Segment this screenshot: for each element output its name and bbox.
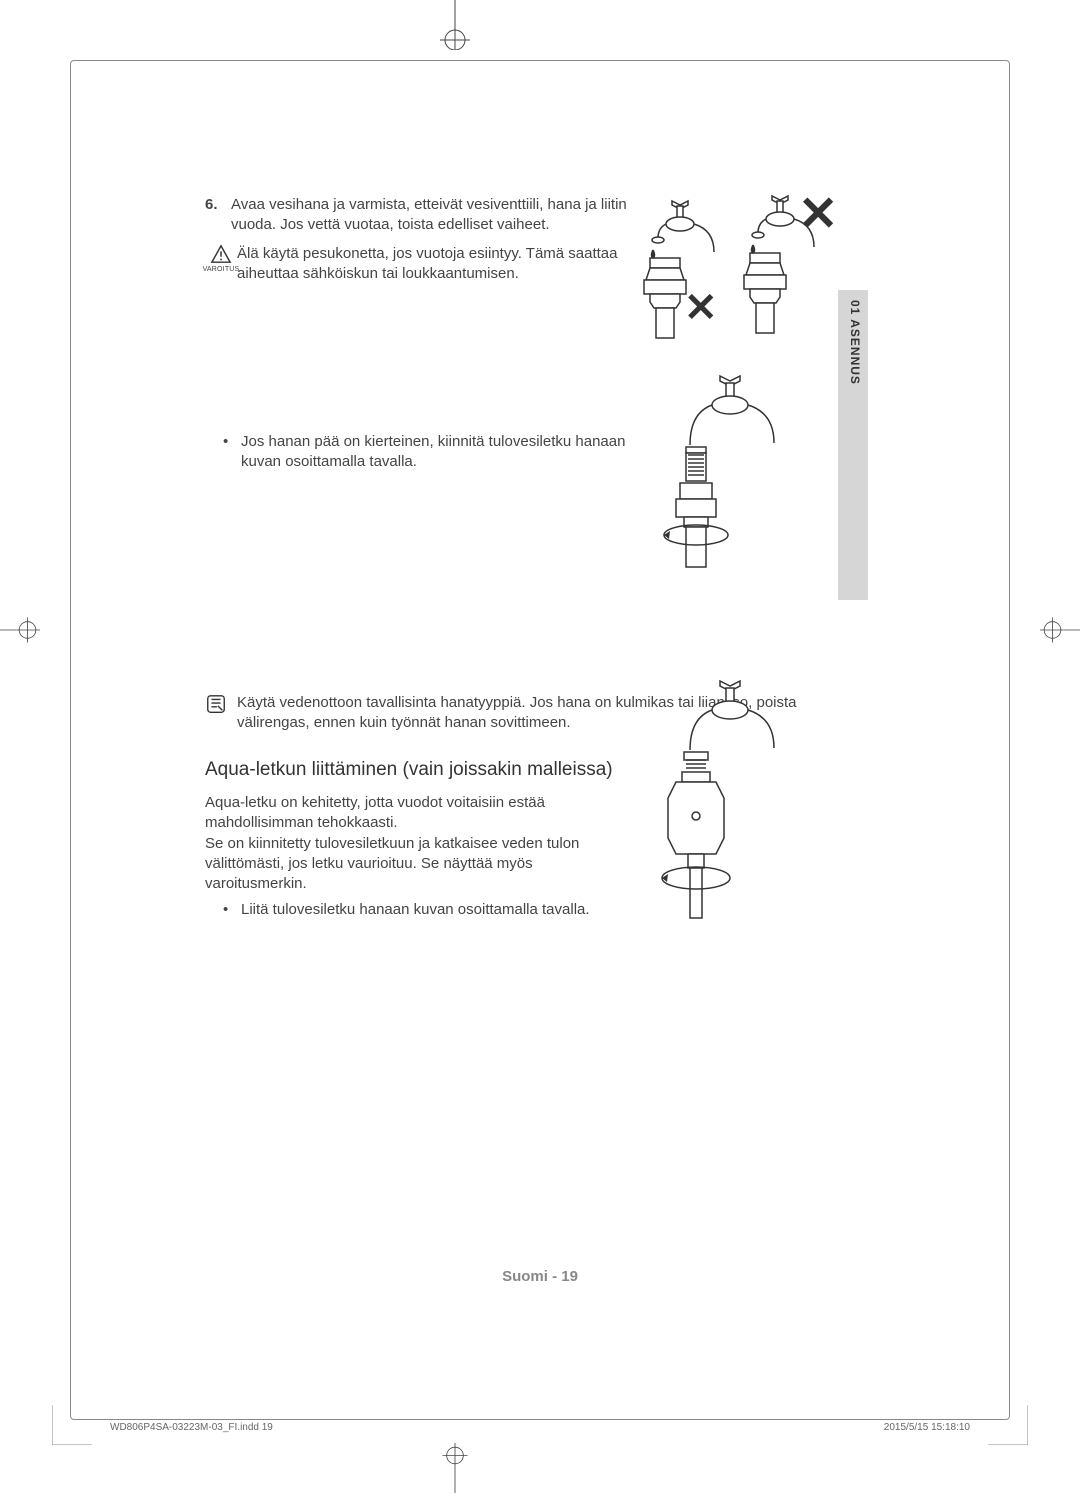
figure-threaded-tap (640, 375, 840, 590)
aqua-paragraph: Aqua-letku on kehitetty, jotta vuodot vo… (205, 793, 625, 894)
x-mark-icon: ✕ (684, 285, 718, 331)
print-meta-timestamp: 2015/5/15 15:18:10 (884, 1422, 970, 1433)
page-footer: Suomi - 19 (0, 1268, 1080, 1285)
crop-mark-bottom (430, 1443, 480, 1493)
corner-mark-br (988, 1405, 1028, 1445)
figure-leak-check: ✕ ✕ (640, 190, 840, 355)
x-mark-icon: ✕ (798, 186, 838, 242)
aqua-bullet-text: Liitä tulovesiletku hanaan kuvan osoitta… (241, 900, 590, 920)
crop-mark-right (1040, 605, 1080, 655)
footer-lang: Suomi (502, 1268, 548, 1285)
warning-text: Älä käytä pesukonetta, jos vuotoja esiin… (237, 244, 637, 285)
print-meta-filename: WD806P4SA-03223M-03_FI.indd 19 (110, 1422, 273, 1433)
crop-mark-top (430, 0, 480, 50)
corner-mark-bl (52, 1405, 92, 1445)
figure-aqua-hose (640, 680, 840, 940)
note-icon (205, 693, 237, 721)
step-number: 6. (205, 195, 231, 236)
step-text: Avaa vesihana ja varmista, etteivät vesi… (231, 195, 631, 236)
bullet-text: Jos hanan pää on kierteinen, kiinnitä tu… (241, 432, 641, 473)
warning-icon: VAROITUS (205, 244, 237, 274)
bullet-dot: • (223, 432, 241, 473)
bullet-dot: • (223, 900, 241, 920)
section-tab-label: 01 ASENNUS (848, 300, 862, 385)
footer-page-number: 19 (561, 1268, 578, 1285)
footer-sep: - (548, 1268, 561, 1285)
crop-mark-left (0, 605, 40, 655)
warning-label: VAROITUS (203, 265, 240, 274)
